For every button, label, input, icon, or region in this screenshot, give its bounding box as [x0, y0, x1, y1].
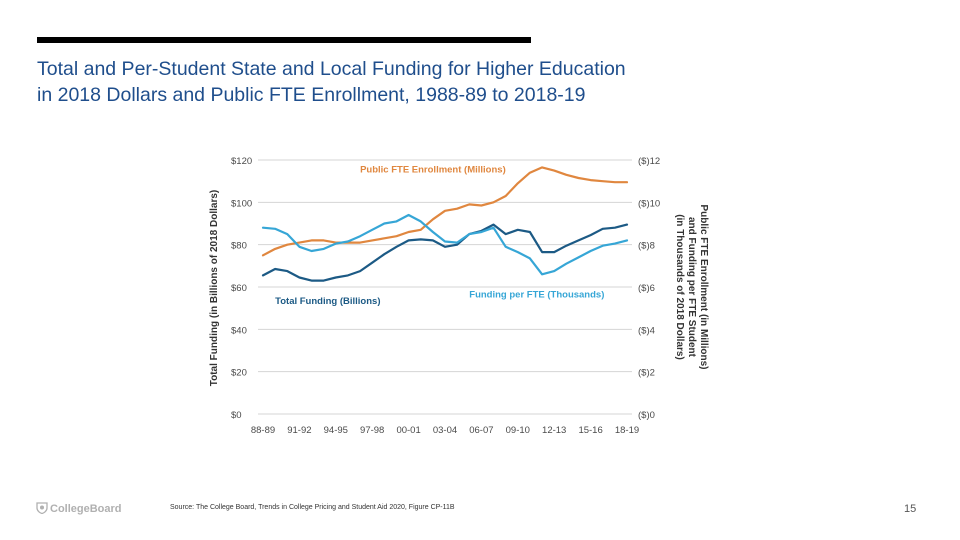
x-tick-label: 94-95 [324, 425, 348, 436]
x-tick-label: 00-01 [396, 425, 420, 436]
acorn-shield-icon [36, 502, 48, 514]
slide-title-line-1: Total and Per-Student State and Local Fu… [37, 58, 626, 80]
enrollment-line [261, 166, 629, 257]
y2-tick-label: ($)0 [638, 410, 655, 421]
right-axis-label-line-2: and Funding per FTE Student [686, 217, 697, 358]
y2-tick-label: ($)4 [638, 325, 655, 336]
y-tick-label: $40 [231, 325, 247, 336]
collegeboard-logo: CollegeBoard [36, 502, 122, 515]
slide-title-line-2: in 2018 Dollars and Public FTE Enrollmen… [37, 84, 586, 106]
source-note: Source: The College Board, Trends in Col… [170, 504, 455, 511]
funding-per-fte-line [261, 213, 629, 276]
title-accent-bar [37, 37, 531, 43]
y-tick-label: $80 [231, 241, 247, 252]
right-axis-label: Public FTE Enrollment (in Millions) and … [674, 205, 709, 370]
y-tick-label: $20 [231, 368, 247, 379]
x-tick-label: 12-13 [542, 425, 566, 436]
y2-tick-label: ($)2 [638, 368, 655, 379]
y2-tick-label: ($)10 [638, 198, 660, 209]
right-axis-label-line-1: Public FTE Enrollment (in Millions) [698, 205, 709, 370]
left-axis-ticks: $0 $20 $40 $60 $80 $100 $120 [231, 156, 252, 421]
right-axis-label-line-3: (in Thousands of 2018 Dollars) [674, 214, 685, 360]
right-axis-ticks: ($)0 ($)2 ($)4 ($)6 ($)8 ($)10 ($)12 [638, 156, 660, 421]
total-funding-line [261, 223, 629, 282]
y-tick-label: $120 [231, 156, 252, 167]
x-tick-label: 91-92 [287, 425, 311, 436]
x-tick-label: 09-10 [506, 425, 530, 436]
x-tick-label: 88-89 [251, 425, 275, 436]
x-tick-label: 15-16 [578, 425, 602, 436]
x-tick-label: 06-07 [469, 425, 493, 436]
series-annotations: Public FTE Enrollment (Millions) Total Fu… [275, 165, 604, 307]
y2-tick-label: ($)12 [638, 156, 660, 167]
y2-tick-label: ($)8 [638, 241, 655, 252]
y2-tick-label: ($)6 [638, 283, 655, 294]
y-tick-label: $0 [231, 410, 242, 421]
x-tick-label: 03-04 [433, 425, 457, 436]
total-funding-annotation: Total Funding (Billions) [275, 296, 380, 307]
logo-text: CollegeBoard [50, 503, 122, 515]
y-tick-label: $60 [231, 283, 247, 294]
x-tick-label: 18-19 [615, 425, 639, 436]
y-axis-label: Total Funding (in Billions of 2018 Dolla… [209, 190, 220, 387]
grid-lines [258, 159, 632, 415]
x-tick-label: 97-98 [360, 425, 384, 436]
y-tick-label: $100 [231, 198, 252, 209]
enrollment-annotation: Public FTE Enrollment (Millions) [360, 165, 506, 176]
x-axis-ticks: 88-89 91-92 94-95 97-98 00-01 03-04 06-07 09-10… [251, 425, 639, 436]
page-number: 15 [904, 503, 917, 515]
funding-per-fte-annotation: Funding per FTE (Thousands) [469, 290, 604, 301]
slide-title: Total and Per-Student State and Local Fu… [37, 56, 837, 108]
series-lines [261, 166, 629, 282]
